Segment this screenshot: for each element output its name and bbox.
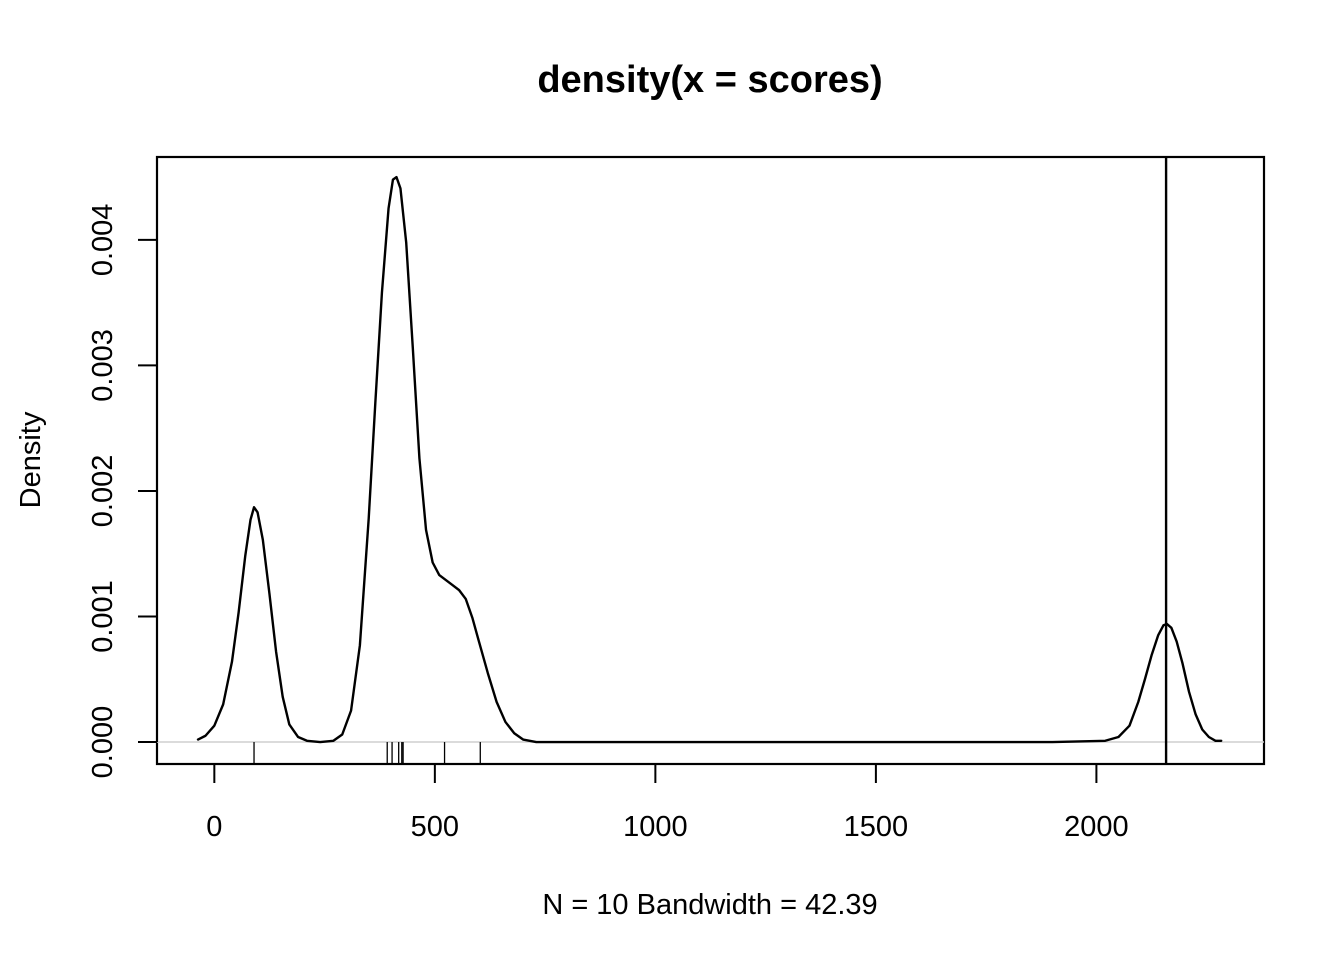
x-tick-label-3: 1500 bbox=[844, 811, 909, 843]
y-tick-label-2: 0.002 bbox=[87, 455, 119, 528]
y-tick-label-3: 0.003 bbox=[87, 329, 119, 402]
x-axis-label: N = 10 Bandwidth = 42.39 bbox=[542, 889, 877, 921]
density-line-0 bbox=[196, 175, 1223, 744]
chart-title: density(x = scores) bbox=[537, 59, 882, 101]
x-tick-label-4: 2000 bbox=[1064, 811, 1129, 843]
x-tick-label-0: 0 bbox=[206, 811, 222, 843]
x-tick-label-1: 500 bbox=[411, 811, 459, 843]
plot-layer bbox=[157, 157, 1264, 764]
x-tick-label-2: 1000 bbox=[623, 811, 688, 843]
y-tick-label-0: 0.000 bbox=[87, 706, 119, 779]
y-tick-label-4: 0.004 bbox=[87, 204, 119, 277]
plot-frame bbox=[155, 155, 1266, 766]
y-axis-label: Density bbox=[15, 411, 47, 508]
y-tick-label-1: 0.001 bbox=[87, 580, 119, 653]
axis-layer: 0 500 1000 1500 2000 0.000 0.001 0.002 0.003 0.00… bbox=[87, 204, 1129, 843]
